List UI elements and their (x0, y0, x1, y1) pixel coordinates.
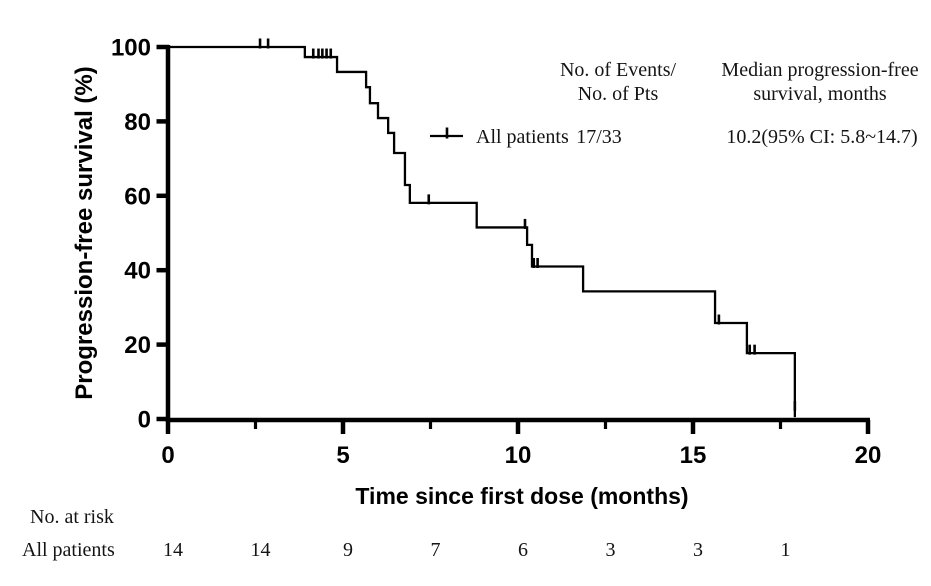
km-curve-all-patients (168, 45, 796, 418)
x-tick-label: 0 (161, 442, 174, 469)
x-tick-label: 15 (680, 442, 707, 469)
legend-median-header-line2: survival, months (753, 83, 887, 105)
x-axis-title: Time since first dose (months) (355, 483, 688, 509)
y-tick-label: 80 (124, 109, 151, 136)
legend-series-label: All patients (476, 126, 569, 148)
risk-table-header: No. at risk (30, 506, 114, 528)
y-tick-label: 20 (124, 332, 151, 359)
y-tick-label: 0 (138, 407, 151, 434)
risk-row-values: 14 14 9 7 6 3 3 1 (163, 539, 791, 561)
risk-row-label: All patients (22, 539, 115, 561)
risk-value: 6 (518, 539, 528, 561)
legend-median-header-line1: Median progression-free (721, 59, 918, 81)
y-tick-label: 60 (124, 183, 151, 210)
risk-value: 14 (163, 539, 183, 561)
risk-value: 1 (781, 539, 791, 561)
y-axis-title: Progression-free survival (%) (71, 66, 98, 399)
x-axis-ticks: 0 5 10 15 20 (161, 420, 881, 469)
legend-row-all-patients: All patients 17/33 10.2(95% CI: 5.8~14.7… (430, 126, 918, 148)
legend-events-header-line2: No. of Pts (578, 83, 659, 105)
legend-events-value: 17/33 (576, 126, 622, 148)
x-tick-label: 10 (505, 442, 532, 469)
risk-value: 14 (251, 539, 271, 561)
y-axis-ticks: 0 20 40 60 80 100 (111, 35, 169, 434)
risk-value: 7 (431, 539, 441, 561)
risk-value: 9 (343, 539, 353, 561)
legend-median-value: 10.2(95% CI: 5.8~14.7) (726, 126, 917, 148)
legend-events-header-line1: No. of Events/ (560, 59, 677, 81)
censor-marks (258, 38, 797, 411)
risk-value: 3 (693, 539, 703, 561)
x-tick-label: 5 (336, 442, 349, 469)
risk-value: 3 (606, 539, 616, 561)
y-tick-label: 100 (111, 35, 151, 62)
x-tick-label: 20 (855, 442, 882, 469)
y-tick-label: 40 (124, 258, 151, 285)
